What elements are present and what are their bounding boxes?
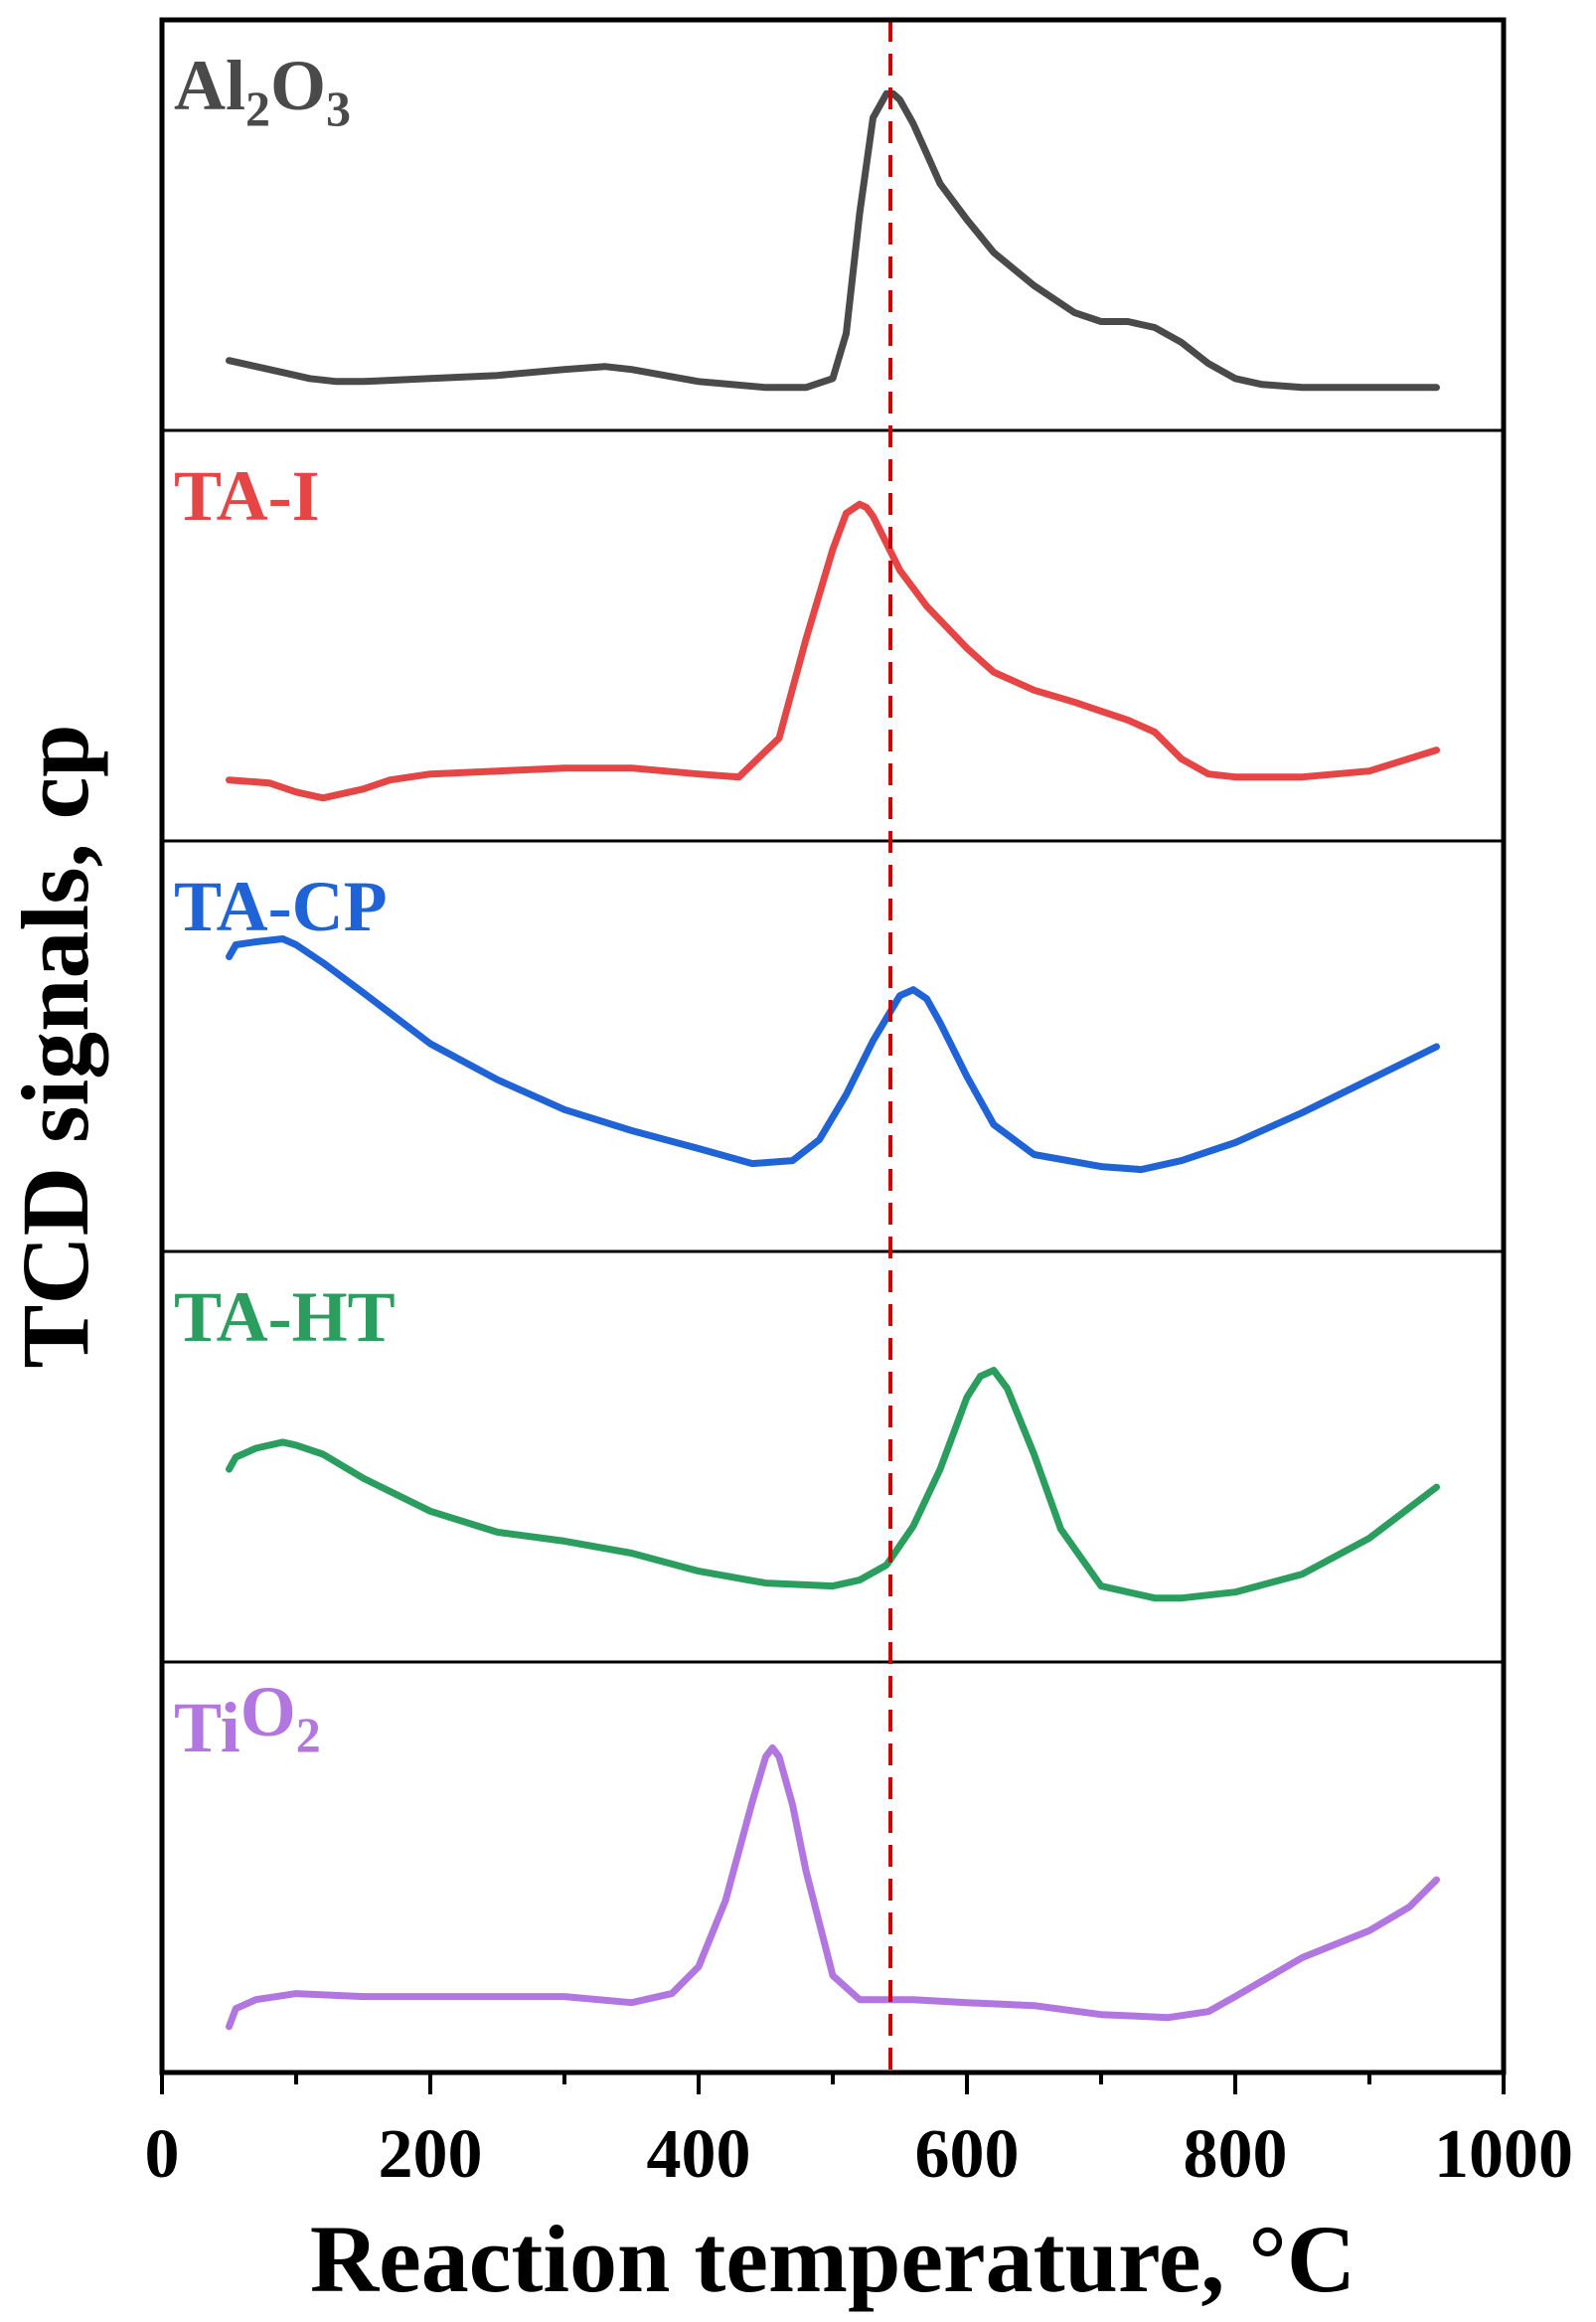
panel-tio2: TiO2 — [162, 1660, 1504, 2031]
panel-ta-i: TA-I — [162, 428, 1504, 802]
series-label: TiO2 — [174, 1672, 321, 1767]
series-line — [226, 500, 1440, 802]
x-tick-label: 1000 — [1434, 2116, 1573, 2193]
plot-frame — [159, 17, 1507, 2075]
series-label: TA-I — [174, 456, 320, 536]
panel-ta-cp: TA-CP — [162, 839, 1504, 1174]
panel-ta-ht: TA-HT — [162, 1249, 1504, 1602]
chart-panels: Al2O3 TA-I TA-CP TA-HT TiO2 — [162, 46, 1504, 2031]
series-line — [226, 935, 1440, 1174]
x-axis-ticks: 0 200 400 600 800 1000 — [145, 2073, 1573, 2193]
y-axis-label: TCD signals, cp — [2, 724, 108, 1368]
x-tick-label: 200 — [379, 2116, 483, 2193]
x-axis-label: Reaction temperature, °C — [310, 2206, 1356, 2312]
series-line — [226, 1367, 1440, 1602]
series-label: Al2O3 — [174, 46, 351, 136]
x-tick-label: 0 — [145, 2116, 180, 2193]
series-line — [226, 89, 1440, 392]
x-tick-label: 800 — [1184, 2116, 1288, 2193]
x-tick-label: 400 — [647, 2116, 751, 2193]
panel-al2o3: Al2O3 — [174, 46, 1440, 392]
x-tick-label: 600 — [915, 2116, 1020, 2193]
series-label: TA-CP — [174, 867, 388, 946]
series-label: TA-HT — [174, 1277, 396, 1357]
series-line — [226, 1743, 1440, 2031]
